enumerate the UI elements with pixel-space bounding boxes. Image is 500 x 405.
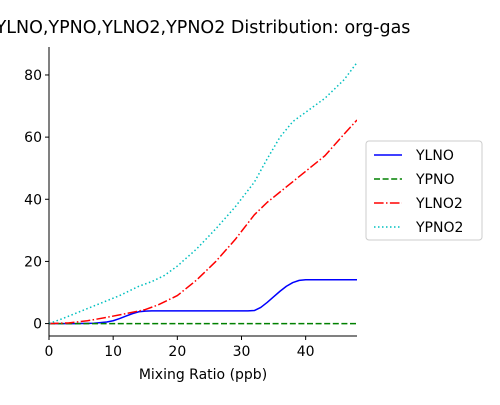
x-tick-label: 40: [297, 344, 315, 360]
series-line-ylno: [49, 279, 357, 325]
x-tick-label: 30: [233, 344, 251, 360]
x-tick-label: 0: [45, 344, 54, 360]
series-line-ypno2: [49, 62, 357, 325]
y-tick-label: 80: [24, 68, 42, 84]
x-tick-label: 10: [104, 344, 122, 360]
plot-area: 0 10 20 30 40 0 20 40 60 80: [24, 47, 357, 360]
series-lines: [49, 62, 357, 325]
chart-title: YLNO,YPNO,YLNO2,YPNO2 Distribution: org-…: [0, 18, 410, 38]
legend-label-ylno: YLNO: [415, 148, 454, 164]
legend-label-ypno2: YPNO2: [415, 220, 463, 236]
legend-label-ypno: YPNO: [415, 172, 455, 188]
legend: YLNO YPNO YLNO2 YPNO2: [365, 140, 483, 241]
legend-label-ylno2: YLNO2: [415, 196, 463, 212]
y-tick-label: 40: [24, 192, 42, 208]
y-tick-label: 20: [24, 254, 42, 270]
x-tick-label: 20: [168, 344, 186, 360]
y-tick-label: 60: [24, 130, 42, 146]
y-tick-label: 0: [33, 317, 42, 333]
series-line-ylno2: [49, 119, 357, 325]
legend-box: [365, 140, 483, 241]
x-axis-label: Mixing Ratio (ppb): [139, 367, 267, 383]
